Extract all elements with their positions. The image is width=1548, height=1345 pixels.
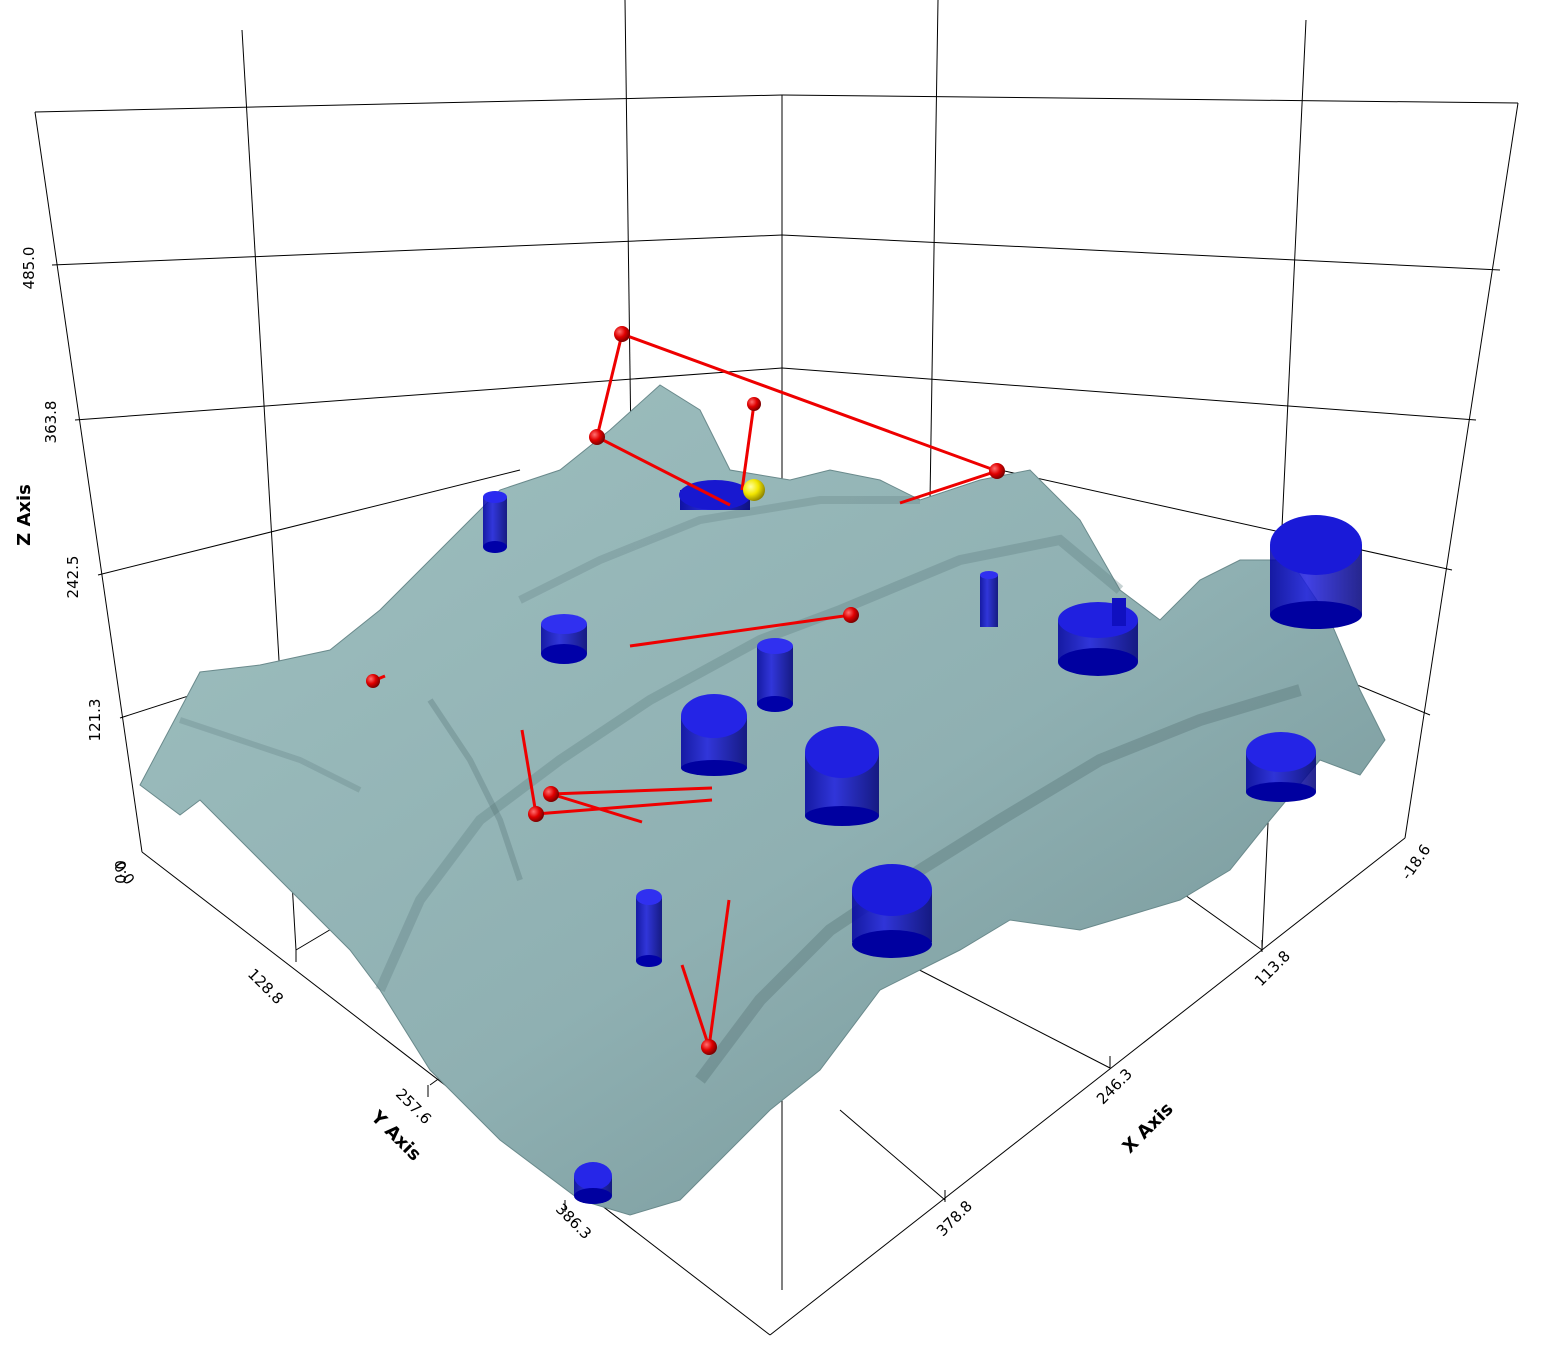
- cylinder[interactable]: [679, 480, 751, 510]
- x-tick-label: 378.8: [933, 1197, 976, 1240]
- terrain-surface: [139, 384, 1386, 1216]
- well-marker[interactable]: [614, 326, 630, 342]
- well-path[interactable]: [550, 792, 643, 824]
- well-markers: [366, 326, 1005, 1055]
- z-tick-label: 242.5: [64, 556, 82, 599]
- z-tick-label: 0.0: [112, 860, 130, 884]
- well-marker[interactable]: [543, 786, 559, 802]
- well-marker[interactable]: [989, 463, 1005, 479]
- well-path[interactable]: [550, 786, 713, 796]
- well-marker[interactable]: [701, 1039, 717, 1055]
- y-tick-label: 128.8: [244, 965, 287, 1008]
- cylinder[interactable]: [574, 1162, 612, 1204]
- well-path[interactable]: [535, 798, 713, 816]
- y-tick-label: 257.6: [392, 1085, 435, 1128]
- well-marker[interactable]: [589, 429, 605, 445]
- cylinder[interactable]: [1246, 732, 1316, 802]
- cylinder[interactable]: [483, 491, 507, 553]
- well-path[interactable]: [520, 729, 538, 815]
- x-tick-label: -18.6: [1397, 841, 1434, 883]
- cylinder[interactable]: [757, 638, 793, 712]
- cylinder[interactable]: [1058, 598, 1138, 676]
- cylinder[interactable]: [1270, 515, 1362, 629]
- well-cylinders: [483, 480, 1362, 1204]
- well-marker[interactable]: [366, 674, 380, 688]
- cylinder[interactable]: [852, 864, 932, 958]
- well-path[interactable]: [740, 403, 756, 491]
- well-marker[interactable]: [843, 607, 859, 623]
- x-tick-label: 246.3: [1093, 1065, 1136, 1108]
- cylinder[interactable]: [681, 694, 747, 776]
- cylinder[interactable]: [541, 614, 587, 664]
- well-marker[interactable]: [528, 806, 544, 822]
- cylinder[interactable]: [636, 889, 662, 967]
- z-axis-title: Z Axis: [14, 484, 35, 546]
- y-tick-label: 386.3: [552, 1200, 595, 1243]
- z-axis: 0.0 121.3 242.5 363.8 485.0 Z Axis: [14, 247, 130, 884]
- well-path[interactable]: [680, 964, 711, 1048]
- highlight-marker[interactable]: [743, 479, 765, 501]
- z-tick-label: 485.0: [20, 247, 38, 290]
- well-path[interactable]: [629, 613, 852, 648]
- z-tick-label: 363.8: [42, 401, 60, 444]
- cylinder[interactable]: [980, 571, 998, 627]
- z-tick-label: 121.3: [86, 699, 104, 742]
- x-axis-title: X Axis: [1119, 1099, 1178, 1158]
- cylinder[interactable]: [805, 726, 879, 826]
- well-marker[interactable]: [747, 397, 761, 411]
- well-path[interactable]: [707, 899, 731, 1048]
